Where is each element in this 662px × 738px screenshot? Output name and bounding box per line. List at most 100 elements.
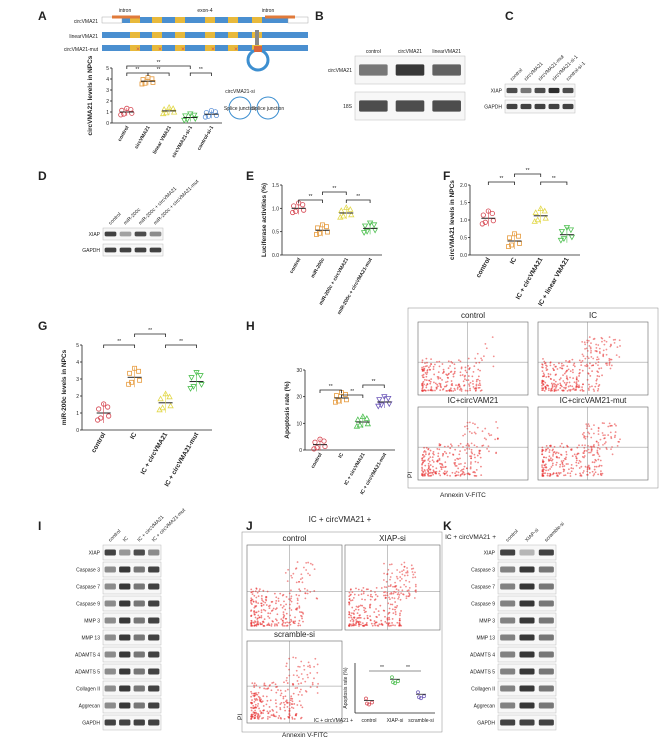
event-dot bbox=[605, 353, 608, 356]
data-point bbox=[213, 112, 220, 119]
event-dot bbox=[555, 451, 558, 454]
event-dot bbox=[251, 598, 254, 601]
event-dot bbox=[596, 356, 599, 359]
event-dot bbox=[405, 595, 408, 598]
event-dot bbox=[597, 430, 600, 432]
event-dot bbox=[303, 664, 305, 667]
band bbox=[104, 617, 116, 624]
event-dot bbox=[596, 449, 599, 452]
event-dot bbox=[257, 703, 260, 705]
y-tick-label: 0 bbox=[299, 448, 302, 454]
event-dot bbox=[572, 364, 575, 367]
event-dot bbox=[544, 381, 547, 384]
event-dot bbox=[286, 702, 288, 704]
event-dot bbox=[385, 596, 387, 599]
event-dot bbox=[595, 440, 598, 443]
event-dot bbox=[543, 362, 546, 365]
event-dot bbox=[429, 382, 432, 385]
event-dot bbox=[545, 367, 548, 369]
event-dot bbox=[602, 434, 605, 437]
event-dot bbox=[555, 385, 558, 388]
event-dot bbox=[250, 690, 252, 693]
event-dot bbox=[581, 353, 584, 356]
event-dot bbox=[551, 462, 554, 465]
event-dot bbox=[475, 475, 478, 477]
event-dot bbox=[271, 708, 274, 711]
event-dot bbox=[275, 599, 278, 602]
band bbox=[538, 651, 554, 658]
event-dot bbox=[464, 462, 466, 465]
event-dot bbox=[599, 438, 602, 441]
event-dot bbox=[584, 348, 586, 350]
construct-label: linearVMA21 bbox=[69, 34, 98, 40]
event-dot bbox=[598, 455, 601, 458]
band bbox=[104, 668, 116, 675]
event-dot bbox=[430, 389, 433, 392]
intron-label-left: intron bbox=[119, 8, 132, 14]
event-dot bbox=[562, 389, 565, 392]
event-dot bbox=[449, 447, 452, 450]
panel-k-header: IC + circVMA21 + bbox=[445, 534, 496, 541]
event-dot bbox=[405, 579, 407, 582]
row-label: MMP 3 bbox=[479, 619, 495, 625]
event-dot bbox=[424, 472, 427, 475]
event-dot bbox=[377, 610, 380, 613]
data-point bbox=[202, 114, 209, 120]
event-dot bbox=[365, 610, 367, 613]
event-dot bbox=[581, 369, 584, 372]
event-dot bbox=[583, 446, 586, 449]
data-point bbox=[290, 209, 296, 216]
event-dot bbox=[414, 585, 417, 588]
event-dot bbox=[291, 700, 294, 703]
event-dot bbox=[436, 375, 439, 378]
event-dot bbox=[542, 468, 545, 471]
event-dot bbox=[374, 593, 377, 596]
y-tick-label: 0.5 bbox=[460, 236, 467, 242]
event-dot bbox=[392, 585, 394, 588]
event-dot bbox=[356, 612, 359, 615]
event-dot bbox=[301, 706, 304, 709]
event-dot bbox=[286, 682, 289, 684]
event-dot bbox=[542, 460, 545, 463]
event-dot bbox=[439, 466, 442, 468]
event-dot bbox=[277, 600, 280, 602]
event-dot bbox=[282, 701, 285, 704]
significance-label: ** bbox=[179, 339, 183, 345]
event-dot bbox=[421, 469, 423, 472]
event-dot bbox=[348, 603, 351, 606]
event-dot bbox=[266, 718, 269, 720]
data-point bbox=[337, 213, 344, 220]
event-dot bbox=[597, 458, 600, 461]
event-dot bbox=[445, 452, 448, 455]
event-dot bbox=[260, 611, 263, 614]
event-dot bbox=[292, 684, 294, 686]
event-dot bbox=[597, 444, 600, 446]
event-dot bbox=[394, 585, 397, 587]
x-category-label: control-si-1 bbox=[196, 125, 215, 152]
event-dot bbox=[350, 614, 352, 617]
event-dot bbox=[424, 464, 427, 467]
event-dot bbox=[299, 578, 302, 581]
data-point bbox=[188, 375, 195, 381]
blot-strip bbox=[102, 646, 162, 663]
event-dot bbox=[473, 365, 476, 368]
event-dot bbox=[542, 372, 545, 375]
event-dot bbox=[590, 436, 593, 439]
event-dot bbox=[559, 384, 562, 387]
event-dot bbox=[554, 387, 557, 389]
event-dot bbox=[265, 596, 268, 599]
event-dot bbox=[449, 365, 451, 367]
band bbox=[519, 617, 535, 624]
event-dot bbox=[296, 704, 299, 706]
event-dot bbox=[438, 457, 441, 460]
event-dot bbox=[298, 665, 301, 668]
event-dot bbox=[436, 448, 439, 450]
y-tick-label: 1.0 bbox=[460, 218, 467, 224]
row-label: ADAMTS 5 bbox=[470, 670, 495, 676]
event-dot bbox=[269, 612, 272, 615]
exon-segment bbox=[205, 17, 215, 23]
event-dot bbox=[414, 571, 416, 574]
x-category-label: IC + circVMA21 bbox=[140, 431, 170, 476]
band bbox=[119, 600, 131, 607]
event-dot bbox=[561, 389, 564, 392]
